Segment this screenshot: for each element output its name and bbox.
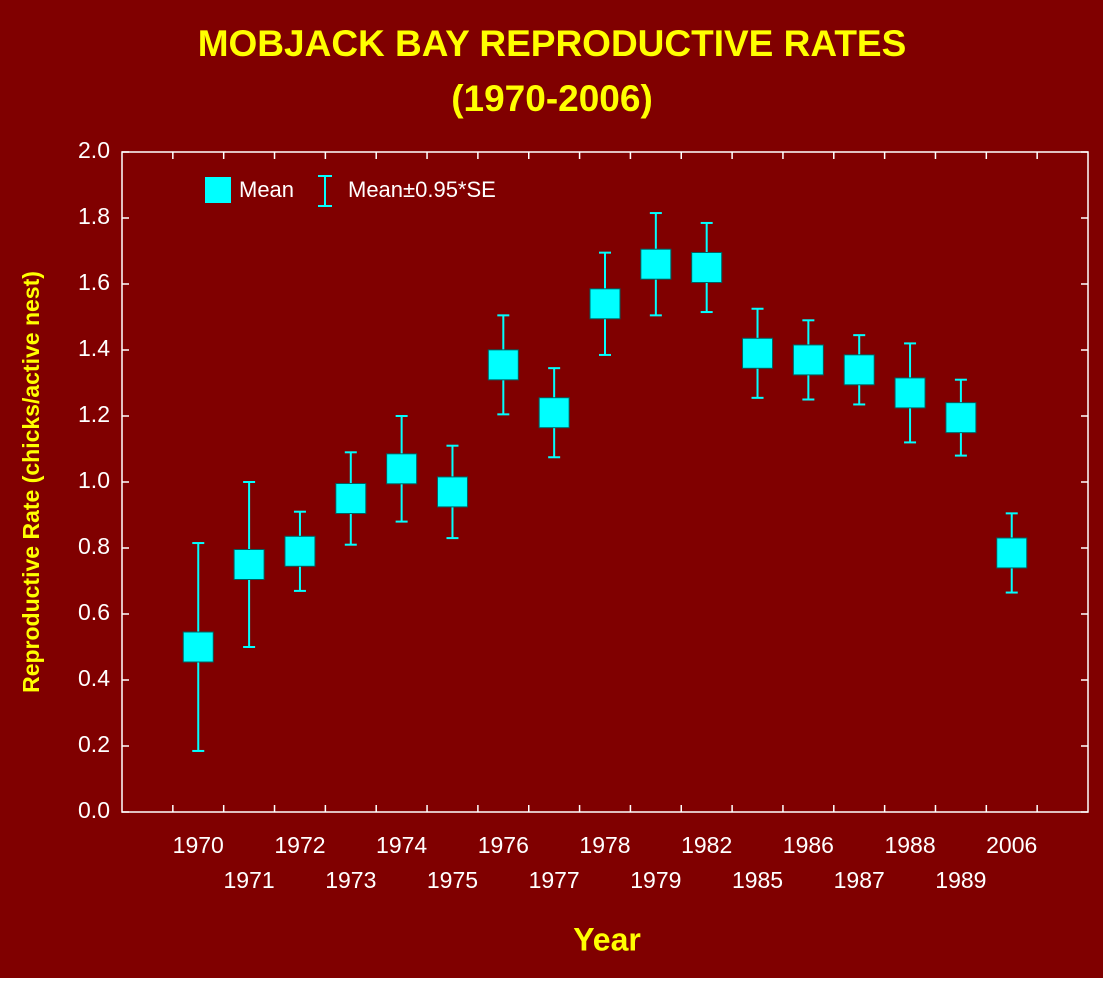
mean-marker	[487, 349, 519, 381]
x-tick-label: 1978	[579, 832, 630, 858]
mean-marker	[436, 476, 468, 508]
mean-marker	[284, 535, 316, 567]
x-tick-label: 1972	[274, 832, 325, 858]
mean-marker	[182, 631, 214, 663]
y-tick-label: 1.8	[78, 203, 110, 229]
chart-subtitle: (1970-2006)	[451, 78, 653, 119]
mean-marker	[233, 549, 265, 580]
x-tick-label: 1971	[224, 867, 275, 893]
y-tick-label: 0.4	[78, 665, 110, 691]
x-tick-label: 1985	[732, 867, 783, 893]
y-tick-label: 1.0	[78, 467, 110, 493]
legend-label: Mean±0.95*SE	[348, 177, 496, 202]
y-tick-label: 0.2	[78, 731, 110, 757]
y-tick-label: 0.8	[78, 533, 110, 559]
x-tick-label: 1970	[173, 832, 224, 858]
x-tick-label: 1987	[834, 867, 885, 893]
mean-marker	[386, 453, 418, 485]
x-tick-label: 1979	[630, 867, 681, 893]
x-tick-label: 1989	[935, 867, 986, 893]
mean-marker	[792, 344, 824, 376]
y-tick-label: 0.0	[78, 797, 110, 823]
mean-marker	[589, 288, 621, 320]
chart-title: MOBJACK BAY REPRODUCTIVE RATES	[198, 23, 907, 64]
mean-marker	[894, 377, 926, 409]
y-tick-label: 2.0	[78, 137, 110, 163]
x-tick-label: 1986	[783, 832, 834, 858]
mean-marker	[640, 248, 672, 280]
x-tick-label: 1975	[427, 867, 478, 893]
y-tick-label: 1.2	[78, 401, 110, 427]
x-tick-label: 1982	[681, 832, 732, 858]
mean-marker	[691, 252, 723, 283]
mean-marker	[945, 402, 977, 434]
x-axis-label: Year	[573, 921, 641, 957]
mean-marker	[335, 483, 367, 514]
x-tick-label: 1973	[325, 867, 376, 893]
y-tick-label: 1.4	[78, 335, 110, 361]
x-tick-label: 1988	[884, 832, 935, 858]
mean-marker	[538, 397, 570, 429]
mean-marker	[742, 337, 774, 369]
mean-marker	[843, 354, 875, 386]
y-tick-label: 0.6	[78, 599, 110, 625]
x-tick-label: 1977	[529, 867, 580, 893]
x-tick-label: 1976	[478, 832, 529, 858]
legend-label: Mean	[239, 177, 294, 202]
y-axis-label: Reproductive Rate (chicks/active nest)	[18, 271, 44, 693]
x-tick-label: 2006	[986, 832, 1037, 858]
mean-marker	[996, 537, 1028, 569]
legend-marker	[205, 177, 231, 203]
y-tick-label: 1.6	[78, 269, 110, 295]
x-tick-label: 1974	[376, 832, 427, 858]
